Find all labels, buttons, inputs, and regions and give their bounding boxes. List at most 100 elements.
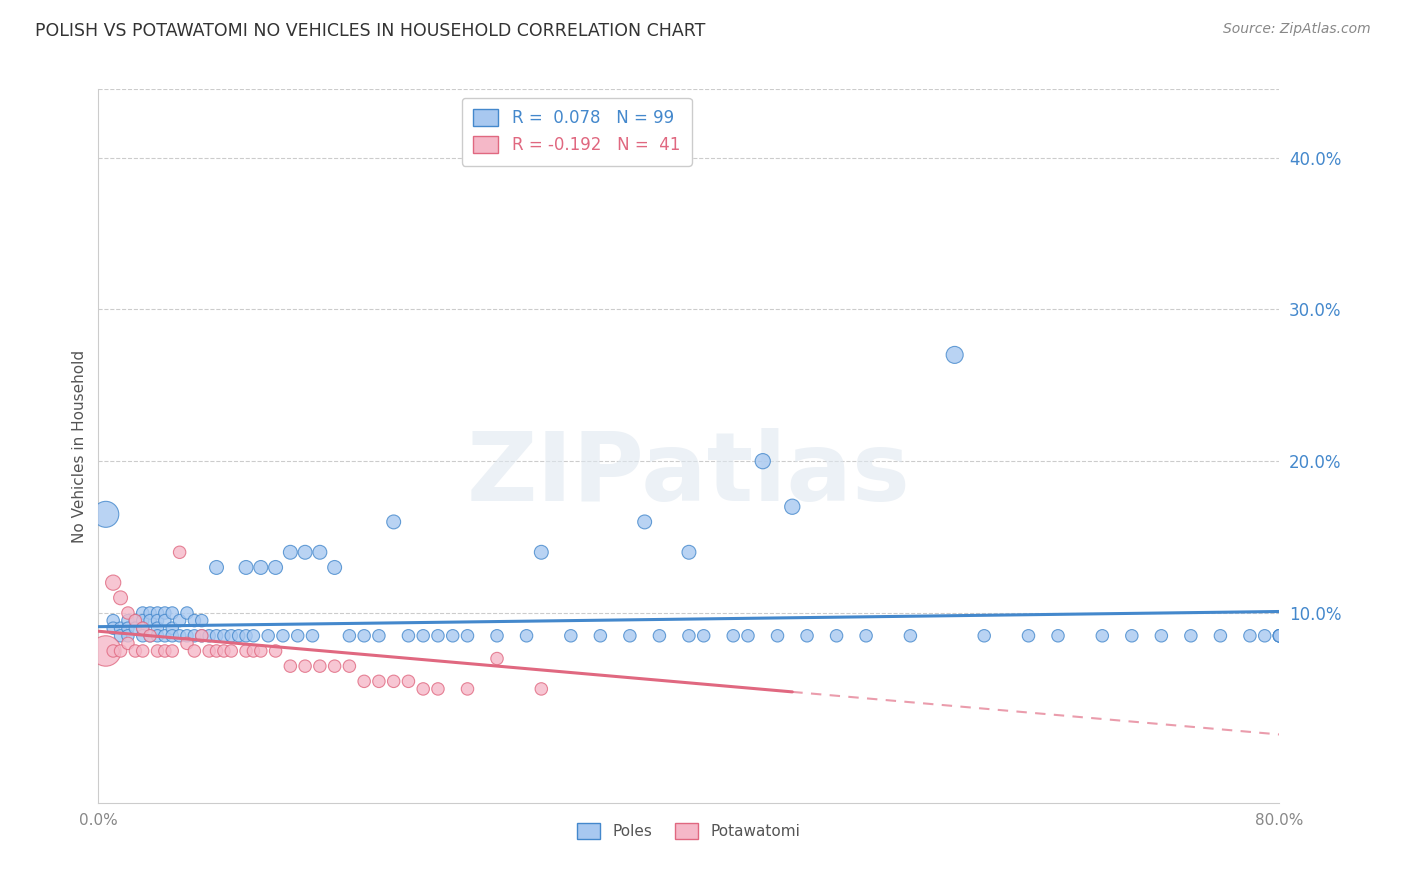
Point <box>368 674 391 689</box>
Point <box>242 644 264 658</box>
Point <box>212 644 235 658</box>
Point <box>309 659 332 673</box>
Point <box>900 629 922 643</box>
Point <box>191 629 214 643</box>
Point <box>441 629 464 643</box>
Point <box>516 629 538 643</box>
Point <box>250 560 273 574</box>
Point <box>1268 629 1291 643</box>
Point <box>382 674 405 689</box>
Point <box>457 629 479 643</box>
Point <box>678 629 700 643</box>
Point <box>235 644 257 658</box>
Point <box>339 659 361 673</box>
Point <box>339 629 361 643</box>
Point <box>110 591 132 605</box>
Point <box>117 621 139 635</box>
Y-axis label: No Vehicles in Household: No Vehicles in Household <box>72 350 87 542</box>
Point <box>1268 629 1291 643</box>
Point <box>723 629 745 643</box>
Point <box>132 614 155 628</box>
Point <box>139 614 162 628</box>
Point <box>176 629 198 643</box>
Point <box>323 659 346 673</box>
Point <box>737 629 759 643</box>
Point <box>1268 629 1291 643</box>
Point <box>117 629 139 643</box>
Point <box>382 515 405 529</box>
Point <box>132 644 155 658</box>
Point <box>398 674 420 689</box>
Point <box>146 621 169 635</box>
Point <box>280 659 302 673</box>
Point <box>427 681 450 696</box>
Point <box>139 629 162 643</box>
Point <box>1268 629 1291 643</box>
Point <box>301 629 323 643</box>
Point <box>398 629 420 643</box>
Point <box>146 606 169 620</box>
Point <box>353 629 375 643</box>
Point <box>124 621 146 635</box>
Point <box>294 659 316 673</box>
Point <box>103 614 125 628</box>
Point <box>530 545 553 559</box>
Point <box>973 629 995 643</box>
Point <box>412 681 434 696</box>
Point <box>94 508 117 522</box>
Point <box>560 629 582 643</box>
Point <box>153 629 176 643</box>
Point <box>176 606 198 620</box>
Point <box>94 644 117 658</box>
Point <box>153 614 176 628</box>
Point <box>1180 629 1202 643</box>
Point <box>103 644 125 658</box>
Point <box>110 629 132 643</box>
Point <box>103 621 125 635</box>
Point <box>205 644 228 658</box>
Point <box>855 629 877 643</box>
Point <box>221 644 243 658</box>
Point <box>103 575 125 590</box>
Point <box>693 629 716 643</box>
Point <box>110 644 132 658</box>
Point <box>825 629 848 643</box>
Point <box>198 644 221 658</box>
Point <box>124 614 146 628</box>
Point <box>235 560 257 574</box>
Point <box>132 606 155 620</box>
Point <box>176 636 198 650</box>
Point <box>309 545 332 559</box>
Point <box>146 644 169 658</box>
Point <box>1018 629 1040 643</box>
Point <box>943 348 966 362</box>
Point <box>796 629 818 643</box>
Point <box>1046 629 1070 643</box>
Point <box>205 560 228 574</box>
Point <box>242 629 264 643</box>
Text: ZIPatlas: ZIPatlas <box>467 428 911 521</box>
Point <box>1209 629 1232 643</box>
Point <box>264 644 287 658</box>
Point <box>183 629 205 643</box>
Point <box>139 606 162 620</box>
Point <box>412 629 434 643</box>
Point <box>280 545 302 559</box>
Text: Source: ZipAtlas.com: Source: ZipAtlas.com <box>1223 22 1371 37</box>
Point <box>191 629 214 643</box>
Point <box>589 629 612 643</box>
Point <box>162 644 183 658</box>
Point <box>368 629 391 643</box>
Point <box>264 560 287 574</box>
Point <box>212 629 235 643</box>
Point <box>162 606 183 620</box>
Point <box>110 621 132 635</box>
Point <box>221 629 243 643</box>
Point <box>117 614 139 628</box>
Point <box>162 621 183 635</box>
Point <box>169 545 191 559</box>
Point <box>486 651 509 665</box>
Point <box>294 545 316 559</box>
Point <box>782 500 804 514</box>
Point <box>117 636 139 650</box>
